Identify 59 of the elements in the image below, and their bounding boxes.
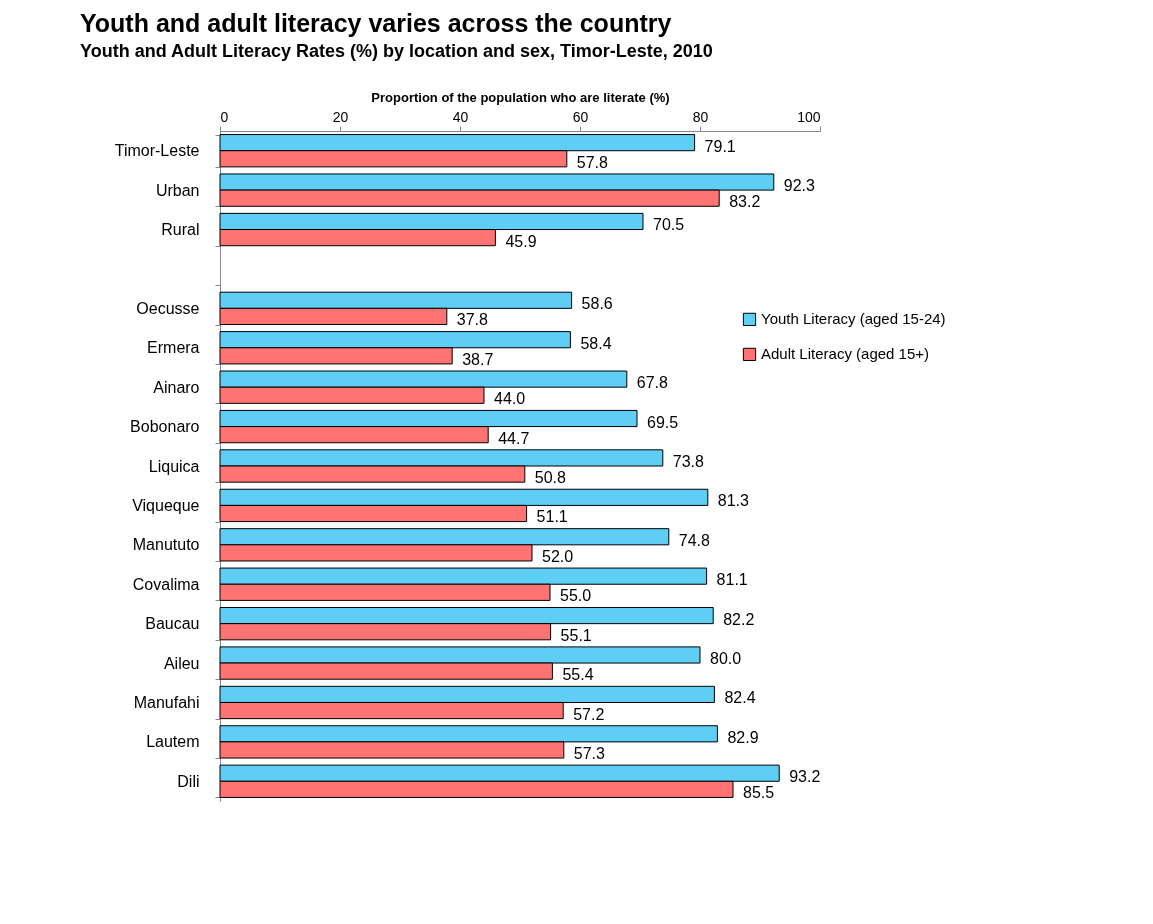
text: 73.8 (672, 452, 704, 470)
text: 93.2 (789, 768, 821, 786)
text: 37.8 (456, 311, 488, 329)
y-tick-label: Urban (155, 181, 200, 199)
y-tick-label: Ermera (147, 339, 200, 357)
text: 57.3 (573, 744, 605, 762)
legend-label: Adult Literacy (aged 15+) (761, 345, 930, 363)
text: 55.4 (562, 666, 594, 684)
text: 57.8 (576, 153, 608, 171)
text: 81.3 (717, 492, 749, 510)
text: 67.8 (636, 374, 668, 392)
x-tick-label: 40 (452, 108, 469, 125)
y-tick-label: Timor-Leste (114, 142, 200, 160)
y-tick-label: Aileu (163, 654, 200, 672)
text: 50.8 (534, 469, 566, 487)
y-tick-label: Baucau (145, 615, 200, 633)
text: 79.1 (704, 137, 736, 155)
y-tick-label: Rural (161, 221, 200, 239)
text: 70.5 (653, 216, 685, 234)
text: 51.1 (536, 508, 568, 526)
chart-subtitle: Youth and Adult Literacy Rates (%) by location and sex, Timor-Leste, 2010 (80, 41, 713, 61)
text: 92.3 (783, 177, 815, 195)
y-tick-label: Bobonaro (130, 418, 200, 436)
text: 45.9 (505, 232, 537, 250)
text: 38.7 (462, 350, 494, 368)
text: 44.0 (494, 390, 526, 408)
x-tick-label: 0 (220, 108, 229, 125)
legend-label: Youth Literacy (aged 15-24) (761, 310, 946, 328)
y-tick-label: Covalima (132, 575, 200, 593)
text: 82.2 (723, 610, 755, 628)
y-tick-label: Lautem (146, 733, 200, 751)
text: 82.9 (727, 728, 759, 746)
x-tick-label: 100 (797, 108, 821, 125)
text: 85.5 (743, 784, 775, 802)
y-tick-label: Ainaro (153, 378, 200, 396)
text: 44.7 (498, 429, 530, 447)
text: 74.8 (678, 531, 710, 549)
x-tick-label: 60 (572, 108, 589, 125)
y-tick-label: Manufahi (133, 693, 200, 711)
y-tick-label: Viqueque (132, 496, 200, 514)
y-tick-label: Manututo (132, 536, 200, 554)
text: 55.0 (560, 587, 592, 605)
text: 81.1 (716, 571, 748, 589)
text: 57.2 (573, 705, 605, 723)
chart-title: Youth and adult literacy varies across the country (80, 9, 672, 37)
y-tick-label: Oecusse (136, 299, 200, 317)
y-tick-label: Liquica (148, 457, 200, 475)
text: 55.1 (560, 626, 592, 644)
text: 80.0 (710, 649, 742, 667)
text: 58.4 (580, 334, 612, 352)
y-tick-label: Dili (177, 772, 200, 790)
text: 52.0 (542, 547, 574, 565)
text: 82.4 (724, 689, 756, 707)
x-axis-title: Proportion of the population who are literate (%) (371, 89, 670, 105)
x-tick-label: 80 (692, 108, 709, 125)
text: 69.5 (647, 413, 679, 431)
x-tick-label: 20 (332, 108, 349, 125)
text: 58.6 (581, 295, 613, 313)
text: 83.2 (729, 193, 761, 211)
